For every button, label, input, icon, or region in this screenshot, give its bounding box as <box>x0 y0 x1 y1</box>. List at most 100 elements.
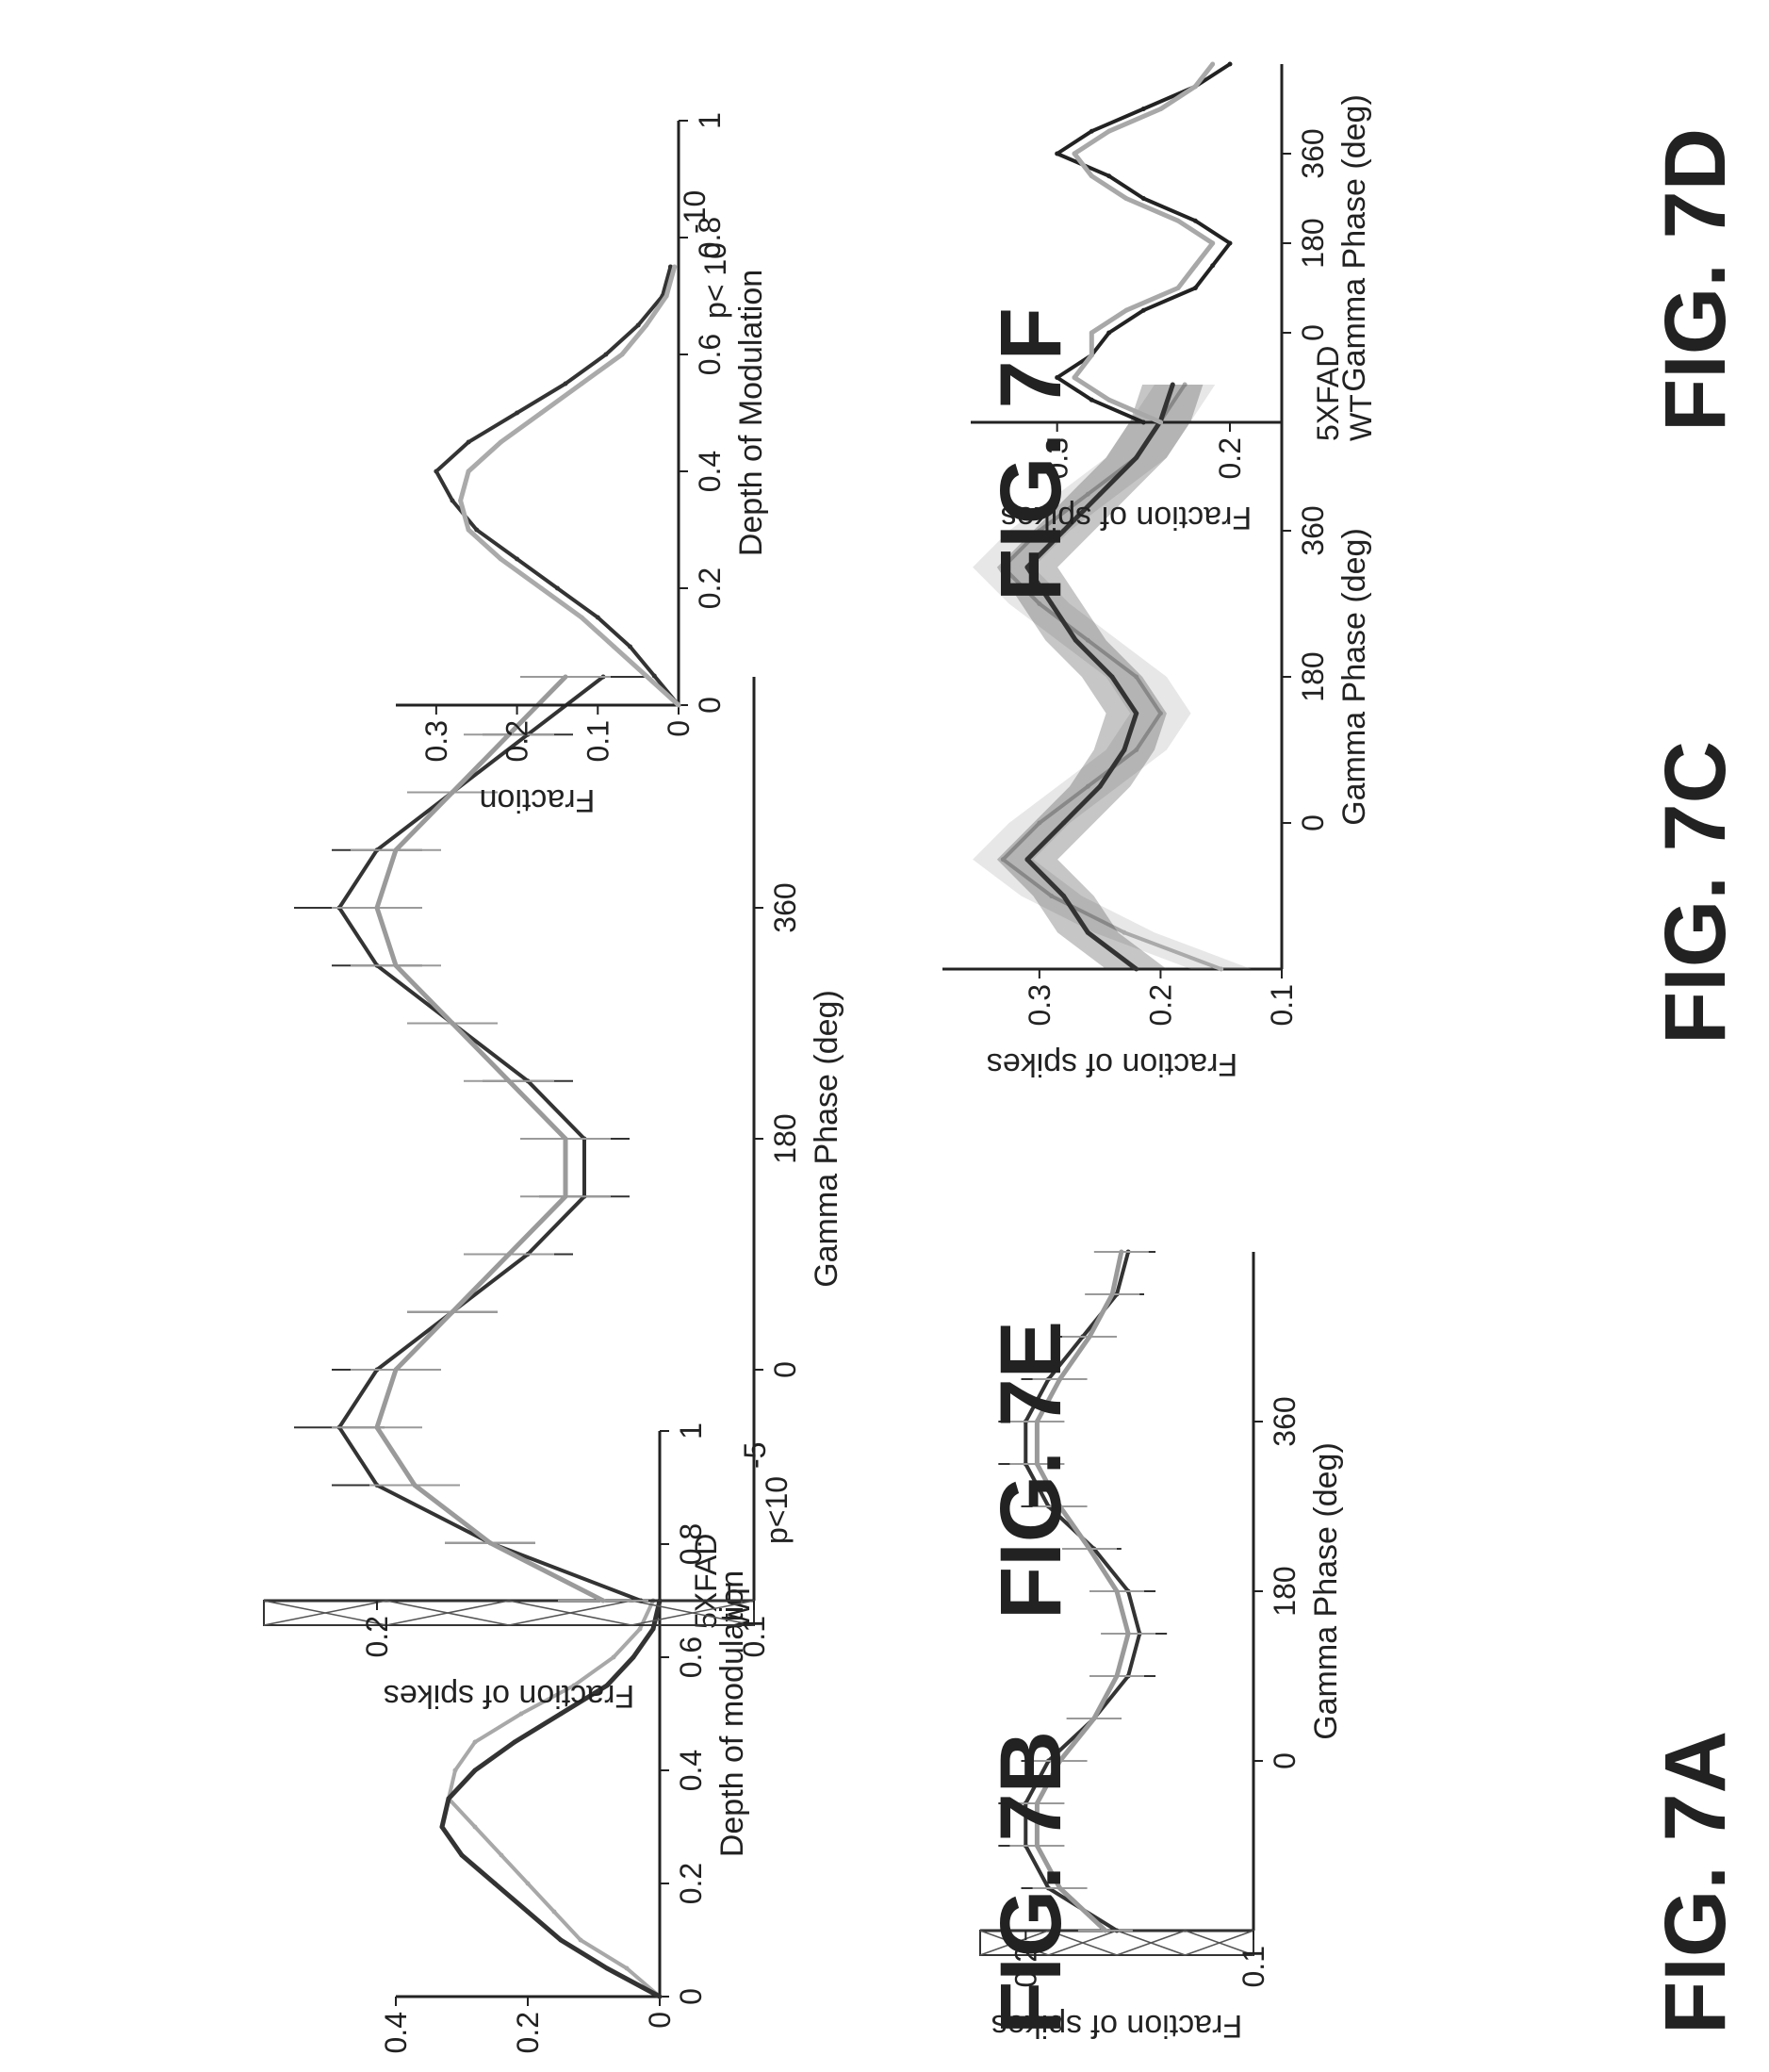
phase-band-stroke <box>1048 1930 1118 1956</box>
y-tick-label: 0.2 <box>1143 984 1177 1026</box>
annotation: 5XFAD <box>1311 346 1345 441</box>
data-point <box>472 1824 478 1830</box>
chart-d: 0.2 0.3 0 180 360 Gamma Phase (deg) Fraction o… <box>971 61 1372 535</box>
data-point <box>1140 196 1146 201</box>
fig-7d-title: FIG. 7D <box>1647 128 1744 432</box>
data-point <box>558 1937 564 1943</box>
data-point <box>644 322 649 328</box>
data-point <box>1085 637 1090 643</box>
data-point <box>1106 128 1112 134</box>
data-point <box>676 702 681 708</box>
data-point <box>1134 455 1139 460</box>
phase-band-stroke <box>979 1930 1049 1956</box>
y-tick-label: 0.2 <box>1213 437 1247 479</box>
y-tick-label: 0.2 <box>500 720 534 762</box>
data-point <box>604 1965 610 1971</box>
data-point <box>628 644 633 650</box>
data-point <box>1085 491 1090 497</box>
x-tick-label: 360 <box>1296 128 1330 178</box>
y-tick-label: 0.3 <box>1023 984 1056 1026</box>
data-point <box>1073 637 1078 643</box>
chart-f: 0 0.1 0.2 0.3 0 0.2 0.4 0.6 0.8 1 Depth of Modulat… <box>396 112 769 818</box>
x-tick-label: 0.2 <box>674 1863 708 1904</box>
chart-c: 0.1 0.2 0.3 0 180 360 Gamma Phase (deg) Fractio… <box>942 346 1378 1082</box>
data-point <box>474 527 480 533</box>
data-point <box>1134 674 1139 680</box>
data-point <box>538 410 544 416</box>
data-point <box>563 381 568 386</box>
data-point <box>1089 353 1094 358</box>
series-line-1 <box>434 266 680 707</box>
data-point <box>1122 748 1127 752</box>
annotation: p<10 <box>760 1476 794 1544</box>
data-point <box>472 1739 478 1745</box>
phase-band-stroke <box>385 1600 510 1626</box>
phase-band <box>263 1600 755 1626</box>
y-tick-label: 0.1 <box>1265 984 1299 1026</box>
data-point <box>434 469 439 474</box>
data-point <box>672 264 678 270</box>
data-point <box>1134 748 1139 752</box>
data-point <box>551 1909 557 1915</box>
data-point <box>1024 857 1030 863</box>
data-point <box>637 1626 643 1632</box>
data-point <box>1123 196 1129 201</box>
data-point <box>1140 307 1146 313</box>
data-point <box>624 1965 630 1971</box>
data-point <box>1140 107 1146 111</box>
data-point <box>635 322 641 328</box>
x-tick-label: 180 <box>1296 218 1330 268</box>
y-tick-label: 0 <box>662 720 696 737</box>
x-tick-label: 180 <box>1268 1566 1302 1616</box>
data-point <box>650 1626 656 1632</box>
data-point <box>458 498 464 503</box>
data-point <box>1192 263 1198 269</box>
data-point <box>525 1909 531 1915</box>
data-point <box>1097 491 1103 497</box>
data-point <box>603 352 609 357</box>
x-tick-label: 0.4 <box>693 451 727 492</box>
data-point <box>1072 375 1077 380</box>
data-point <box>667 264 673 270</box>
data-point <box>1158 419 1164 425</box>
x-tick-label: 0.2 <box>693 567 727 609</box>
data-point <box>1157 711 1163 716</box>
annotation: 5XFAD <box>689 1534 723 1629</box>
y-axis-label: Fraction of spikes <box>1001 500 1252 535</box>
data-point <box>1219 966 1224 972</box>
x-tick-label: 0 <box>1296 814 1330 831</box>
y-tick-label: 0.3 <box>419 720 453 762</box>
data-point <box>1089 128 1094 134</box>
data-point <box>450 498 455 503</box>
x-tick-label: 0.6 <box>674 1636 708 1678</box>
y-axis-label: Fraction of spikes <box>987 1046 1237 1082</box>
data-point <box>1192 84 1198 90</box>
data-point <box>554 585 560 591</box>
data-point <box>1037 528 1042 534</box>
annotation: WT <box>1344 394 1378 441</box>
y-tick-label: 0.3 <box>1040 437 1074 479</box>
x-tick-label: 0.4 <box>674 1750 708 1791</box>
data-point <box>452 1768 458 1773</box>
annotation: p< 10 <box>698 242 732 319</box>
series-error-band <box>996 385 1204 969</box>
data-point <box>644 673 649 679</box>
x-tick-label: 180 <box>1296 651 1330 701</box>
data-point <box>619 352 625 357</box>
x-tick-label: 0.6 <box>693 334 727 375</box>
data-point <box>1089 397 1094 403</box>
phase-band-stroke <box>1185 1930 1254 1956</box>
y-tick-label: 0.2 <box>1008 1946 1042 1987</box>
data-point <box>611 1654 616 1660</box>
data-point <box>1122 929 1127 935</box>
series-line-2 <box>439 1600 663 1999</box>
data-point <box>558 1711 564 1717</box>
phase-band-stroke <box>508 1600 632 1626</box>
data-point <box>579 615 584 620</box>
series-line-2 <box>1072 62 1216 425</box>
data-point <box>1134 966 1139 972</box>
data-point <box>1000 565 1006 570</box>
data-point <box>515 556 520 562</box>
x-tick-label: 1 <box>674 1422 708 1439</box>
